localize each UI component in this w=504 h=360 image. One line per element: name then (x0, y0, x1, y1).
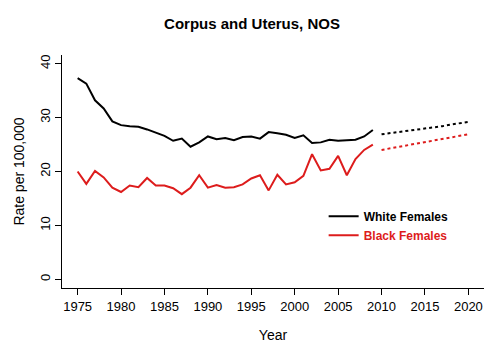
svg-text:1990: 1990 (193, 299, 222, 314)
svg-text:2020: 2020 (454, 299, 483, 314)
svg-text:White Females: White Females (364, 210, 448, 224)
svg-text:Black Females: Black Females (364, 229, 448, 243)
svg-text:2005: 2005 (324, 299, 353, 314)
svg-text:1995: 1995 (237, 299, 266, 314)
svg-text:10: 10 (38, 216, 53, 230)
svg-text:Corpus and Uterus, NOS: Corpus and Uterus, NOS (164, 15, 340, 32)
svg-text:0: 0 (38, 274, 53, 281)
svg-text:1975: 1975 (63, 299, 92, 314)
svg-text:1980: 1980 (107, 299, 136, 314)
svg-text:40: 40 (38, 54, 53, 68)
svg-text:2015: 2015 (410, 299, 439, 314)
svg-text:2010: 2010 (367, 299, 396, 314)
svg-text:30: 30 (38, 108, 53, 122)
svg-text:Rate per 100,000: Rate per 100,000 (11, 117, 27, 225)
svg-text:Year: Year (259, 327, 288, 343)
svg-text:1985: 1985 (150, 299, 179, 314)
svg-text:2000: 2000 (280, 299, 309, 314)
svg-text:20: 20 (38, 162, 53, 176)
